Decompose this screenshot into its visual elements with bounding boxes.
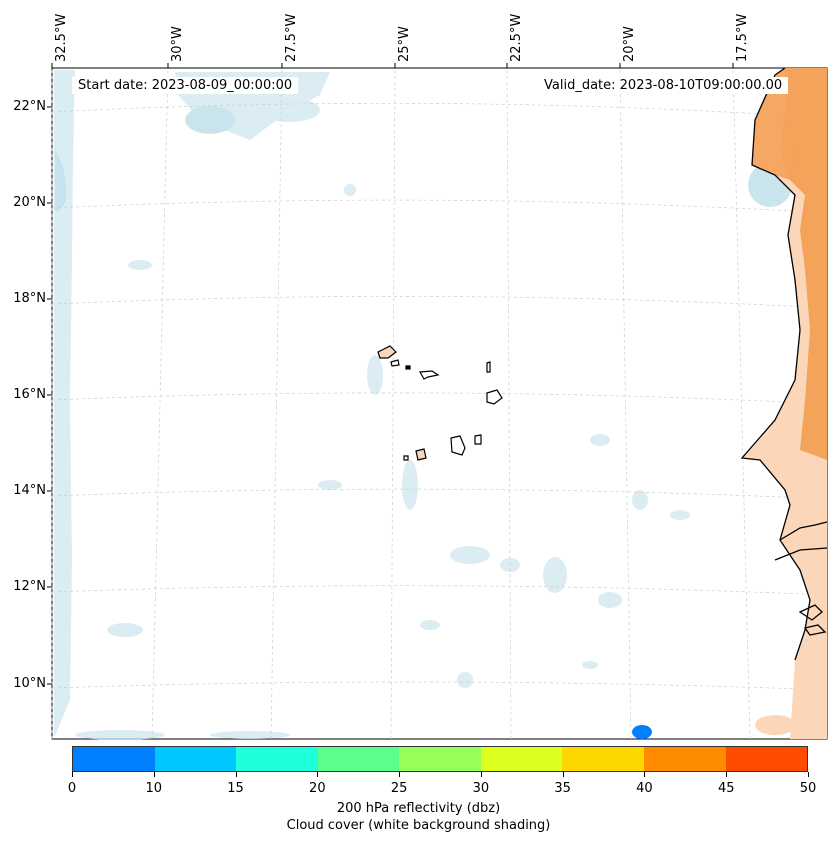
lon-label-20w: 20°W xyxy=(622,26,637,62)
lon-label-30w: 30°W xyxy=(170,26,185,62)
valid-date-label: Valid_date: 2023-08-10T09:00:00.00 xyxy=(538,77,789,94)
colorbar xyxy=(72,746,808,772)
colorbar-tick-mark xyxy=(317,772,319,777)
colorbar-tick-label: 40 xyxy=(636,781,653,796)
lat-label-18n: 18°N xyxy=(13,291,46,306)
lat-label-12n: 12°N xyxy=(13,579,46,594)
start-date-label: Start date: 2023-08-09_00:00:00 xyxy=(72,77,299,94)
colorbar-tick-mark xyxy=(72,772,73,777)
lat-label-22n: 22°N xyxy=(13,99,46,114)
colorbar-tick-label: 20 xyxy=(309,781,326,796)
colorbar-tick-mark xyxy=(399,772,401,777)
colorbar-tick-label: 35 xyxy=(554,781,571,796)
axis-ticks xyxy=(47,63,734,685)
graticule xyxy=(51,67,828,740)
lon-label-17-5w: 17.5°W xyxy=(735,13,750,62)
colorbar-tick-label: 10 xyxy=(145,781,163,796)
colorbar-tick-label: 30 xyxy=(472,781,490,796)
colorbar-tick-label: 45 xyxy=(717,781,735,796)
colorbar-tick-label: 25 xyxy=(390,781,408,796)
coastline xyxy=(740,67,828,661)
colorbar-segment xyxy=(73,747,155,771)
colorbar-label-reflectivity: 200 hPa reflectivity (dbz) xyxy=(336,801,501,816)
colorbar-tick-mark xyxy=(480,772,482,777)
colorbar-segment xyxy=(154,747,237,771)
colorbar-tick-mark xyxy=(153,772,155,777)
lat-label-16n: 16°N xyxy=(13,387,46,402)
colorbar-tick-mark xyxy=(235,772,237,777)
colorbar-tick-mark xyxy=(726,772,728,777)
map-frame xyxy=(51,67,828,740)
africa-landmass xyxy=(742,68,827,739)
colorbar-tick-label: 15 xyxy=(227,781,244,796)
lat-label-10n: 10°N xyxy=(13,676,46,691)
lon-label-32-5w: 32.5°W xyxy=(54,13,69,62)
colorbar-tick-label: 0 xyxy=(67,781,77,796)
colorbar-label-cloud-cover: Cloud cover (white background shading) xyxy=(286,818,551,833)
colorbar-tick-label: 50 xyxy=(799,781,817,796)
colorbar-tick-mark xyxy=(808,772,809,777)
reflectivity-spot xyxy=(632,725,652,739)
colorbar-segment xyxy=(562,747,644,771)
lat-label-20n: 20°N xyxy=(13,195,46,210)
colorbar-segment xyxy=(236,747,318,771)
colorbar-segment xyxy=(725,747,808,771)
colorbar-segment xyxy=(399,747,481,771)
colorbar-tick-mark xyxy=(644,772,646,777)
colorbar-segment xyxy=(643,747,726,771)
colorbar-tick-mark xyxy=(562,772,564,777)
lon-label-25w: 25°W xyxy=(397,26,412,62)
cape-verde-islands xyxy=(377,345,503,461)
colorbar-segment xyxy=(317,747,400,771)
colorbar-segment xyxy=(480,747,563,771)
lon-label-27-5w: 27.5°W xyxy=(284,13,299,62)
lon-label-22-5w: 22.5°W xyxy=(509,13,524,62)
lat-label-14n: 14°N xyxy=(13,483,46,498)
